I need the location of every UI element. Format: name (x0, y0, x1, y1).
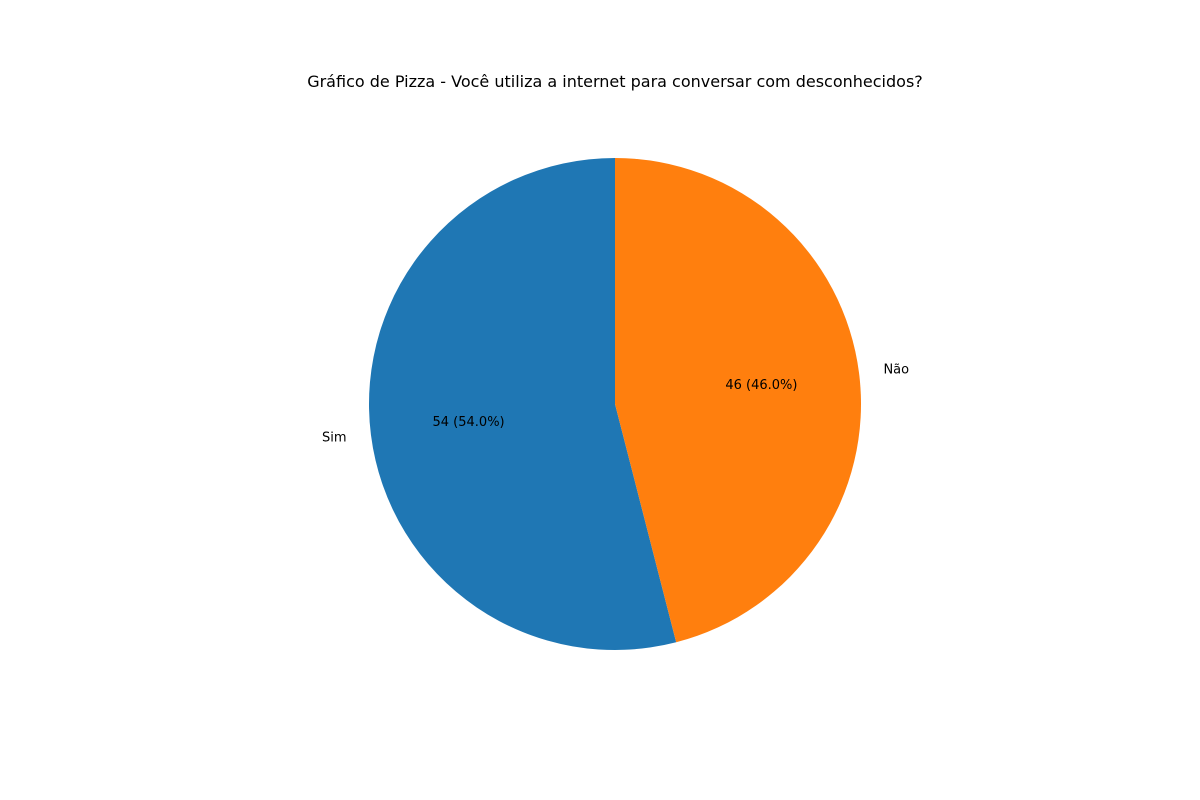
pie-slice-nao (615, 158, 862, 643)
pie-value-label-nao: 46 (46.0%) (725, 378, 797, 393)
pie-slice-sim (369, 158, 677, 650)
pie-label-nao: Não (883, 363, 909, 378)
chart-title: Gráfico de Pizza - Você utiliza a intern… (307, 72, 923, 91)
pie-label-sim: Sim (322, 430, 347, 445)
pie-value-label-sim: 54 (54.0%) (433, 415, 505, 430)
